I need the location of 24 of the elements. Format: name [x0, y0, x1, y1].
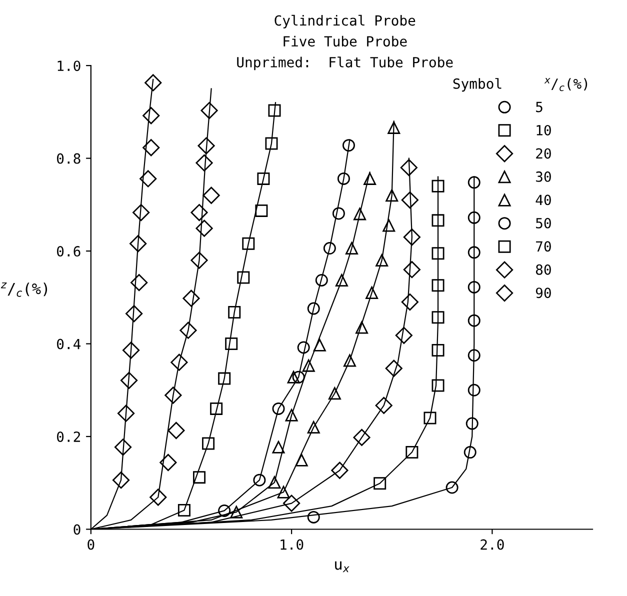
y-axis-title: $^{z}$/$_{c}$(%) [0, 282, 48, 297]
y-tick-label: 0 [74, 524, 80, 535]
legend-label: 50 [536, 218, 551, 228]
y-tick-label: 0.8 [57, 153, 80, 164]
legend-label: 90 [536, 288, 551, 298]
x-axis-title: u$_{x}$ [335, 561, 350, 572]
legend-label: 80 [536, 264, 551, 275]
y-tick-label: 0.2 [57, 432, 80, 442]
x-tick-label: 1.0 [280, 539, 304, 550]
legend-label: 40 [536, 194, 551, 206]
legend-label: 5 [536, 102, 542, 112]
legend-label: 70 [536, 241, 551, 252]
text: Cylindrical Probe [274, 14, 416, 28]
x-tick-label: 0 [88, 539, 94, 550]
y-tick-label: 1.0 [58, 60, 80, 72]
legend-label: 30 [536, 171, 551, 182]
legend-label: 10 [536, 124, 551, 136]
legend-label: 20 [536, 148, 551, 159]
x-tick-label: 2.0 [480, 539, 504, 550]
text: Five Tube Probe [284, 36, 407, 47]
y-tick-label: 0.6 [57, 246, 80, 257]
text: Symbol $^{x}$/$_{c}$(%) [453, 78, 588, 92]
annotation: Unprimed: Flat Tube Probe [237, 56, 453, 70]
y-tick-label: 0.4 [57, 338, 81, 350]
